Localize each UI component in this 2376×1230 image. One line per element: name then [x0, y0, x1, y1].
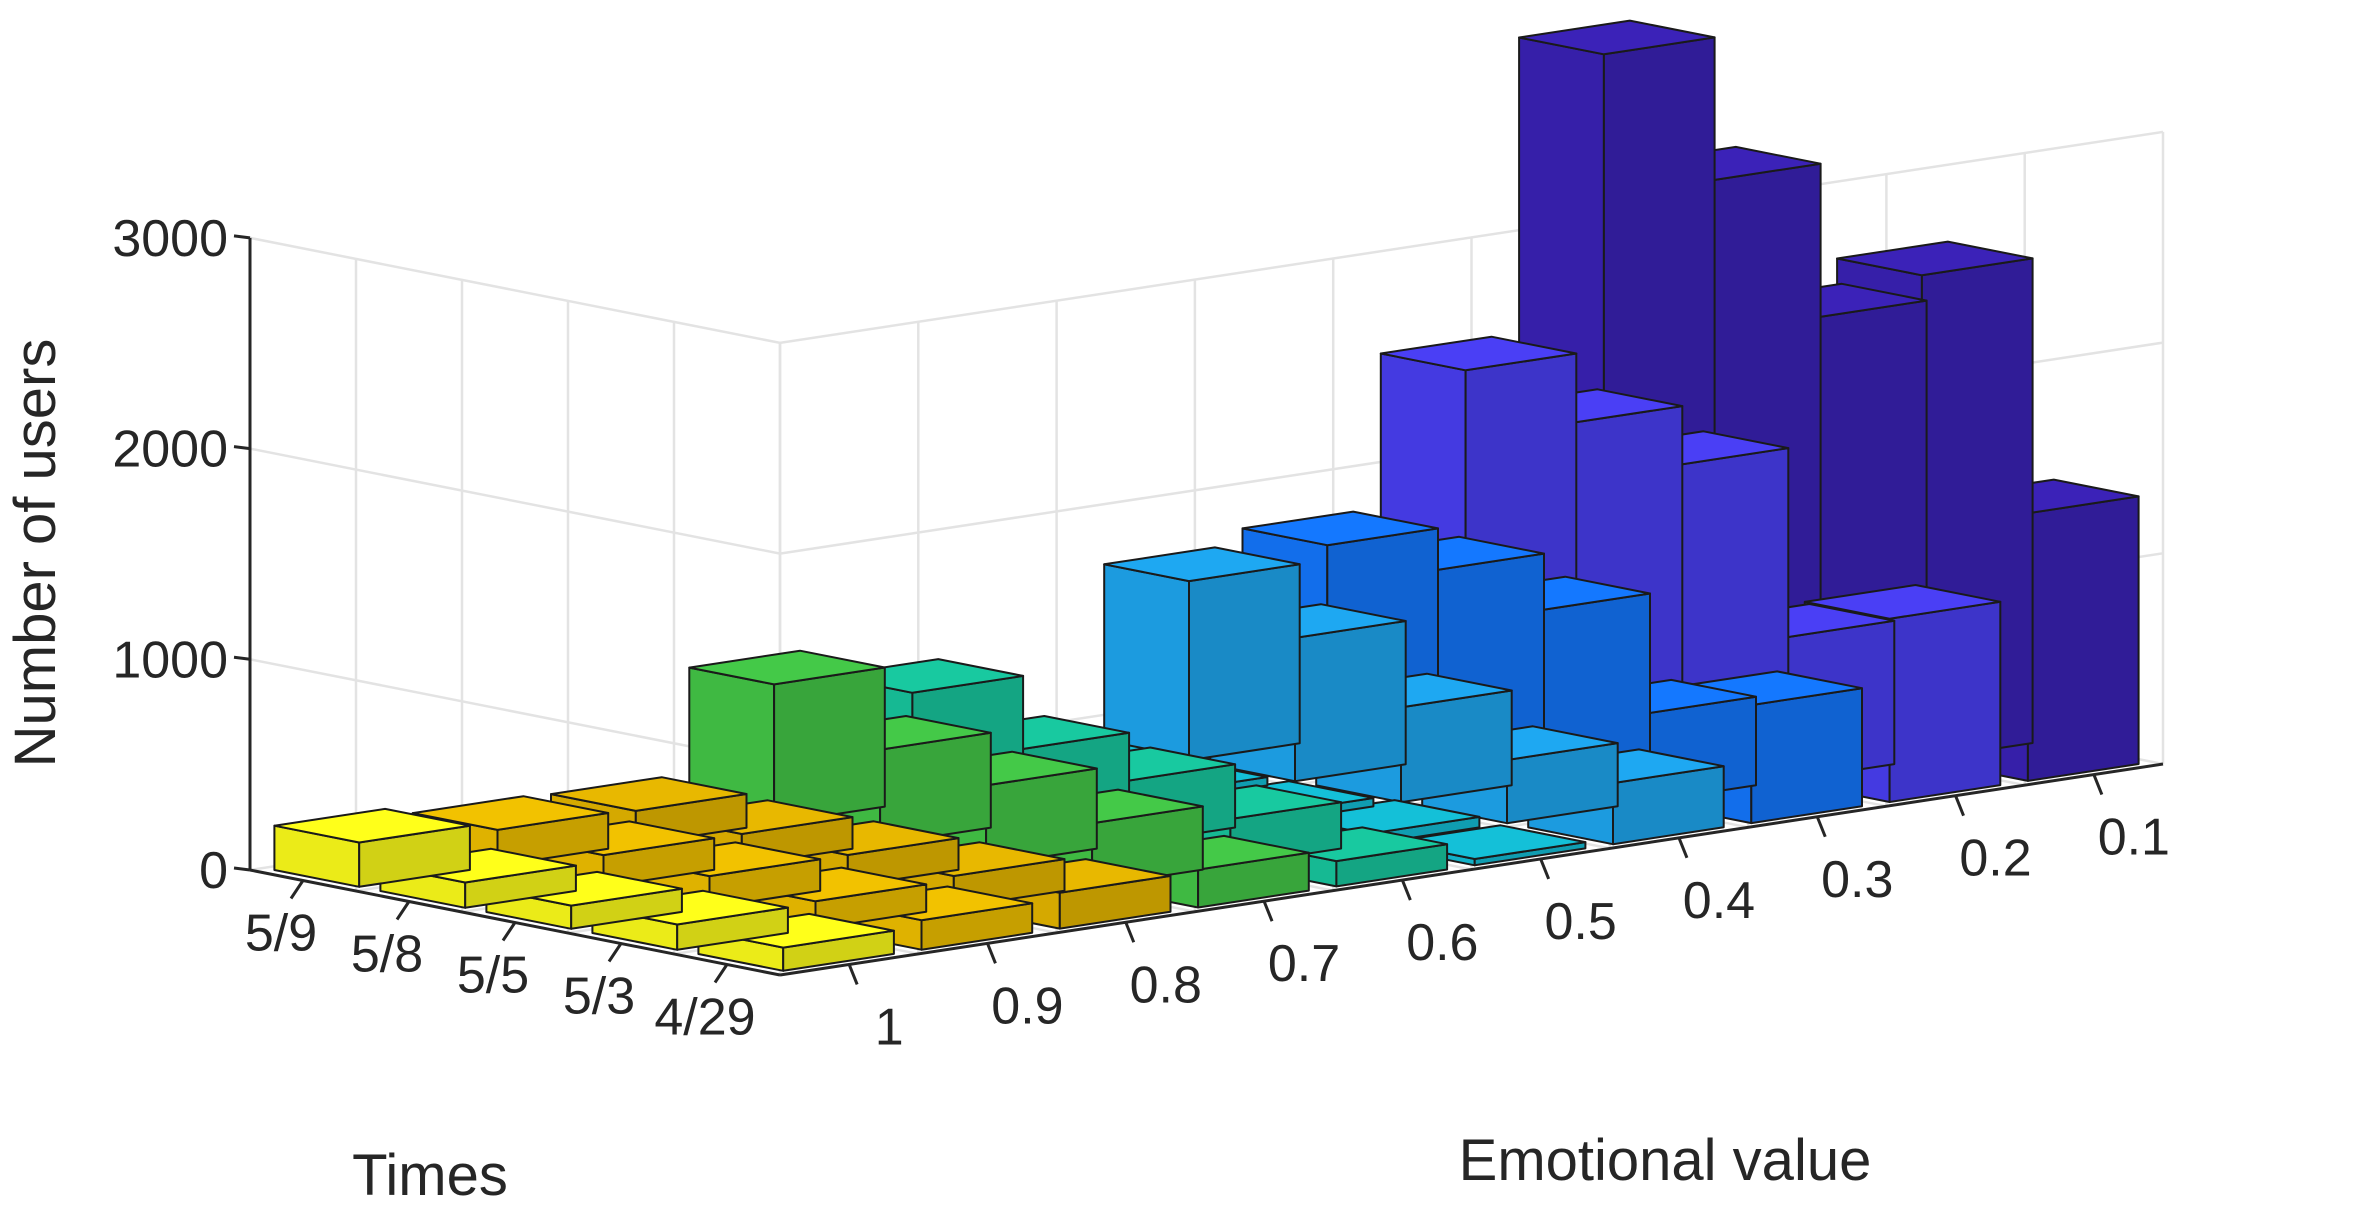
time-tick-label: 5/9 — [245, 905, 317, 963]
emotion-tick-label: 1 — [875, 998, 904, 1056]
z-tick-label: 2000 — [112, 421, 228, 479]
emotion-axis-line — [779, 762, 2164, 977]
time-tick — [607, 942, 623, 963]
emotion-tick — [1677, 837, 1689, 859]
bar-face-front — [1188, 563, 1301, 762]
bar — [273, 807, 471, 888]
time-tick — [713, 963, 729, 984]
emotion-tick — [1954, 795, 1965, 817]
emotion-tick-label: 0.9 — [991, 977, 1063, 1035]
bar-face-front — [1400, 689, 1513, 804]
x-axis-title: Emotional value — [1459, 1128, 1872, 1193]
emotion-tick — [847, 963, 859, 986]
z-tick-label: 0 — [199, 842, 228, 900]
z-tick — [233, 445, 251, 451]
bar — [1103, 546, 1301, 762]
emotion-tick — [2092, 773, 2104, 796]
emotion-tick-label: 0.5 — [1545, 893, 1617, 951]
time-tick-label: 4/29 — [654, 989, 755, 1047]
emotion-tick-label: 0.3 — [1821, 851, 1893, 909]
bar — [1421, 725, 1619, 825]
bar-face-top — [688, 649, 886, 686]
emotion-tick-label: 0.2 — [1959, 830, 2031, 888]
bar-face-front — [773, 666, 886, 825]
z-tick-label: 1000 — [112, 631, 228, 689]
z-axis-title: Number of users — [3, 339, 68, 768]
emotion-tick-label: 0.1 — [2098, 809, 2170, 867]
emotion-tick — [1400, 879, 1412, 901]
bar-face-top — [1518, 19, 1716, 56]
emotion-tick — [1539, 858, 1551, 880]
time-tick — [289, 879, 305, 900]
bar-face-front — [1294, 620, 1407, 783]
bar-face-front — [1750, 687, 1863, 825]
z-tick — [233, 866, 251, 872]
emotion-tick-label: 0.7 — [1268, 935, 1340, 993]
bar-face-top — [411, 795, 610, 831]
labels-layer: 0 1000 2000 3000 5/9 5/8 5/5 5/3 4/29 1 0.9 0.8 0.7 0… — [112, 210, 2170, 1057]
time-tick — [395, 900, 411, 921]
bar-face-front — [1888, 600, 2002, 803]
z-tick-label: 3000 — [112, 210, 228, 268]
emotion-tick-label: 0.6 — [1406, 914, 1478, 972]
emotion-tick — [1124, 921, 1136, 943]
bars-layer — [273, 19, 2140, 972]
bar-face-top — [1803, 584, 2002, 620]
time-tick-label: 5/5 — [457, 947, 529, 1005]
time-tick-label: 5/8 — [351, 926, 423, 984]
emotion-tick-label: 0.8 — [1130, 956, 1202, 1014]
emotion-tick-label: 0.4 — [1683, 872, 1755, 930]
time-tick-label: 5/3 — [563, 968, 635, 1026]
bar-face-top — [1379, 335, 1578, 372]
bar-face-top — [1103, 546, 1301, 583]
z-tick — [233, 655, 251, 661]
y-axis-title: Times — [352, 1143, 508, 1208]
emotion-tick — [986, 942, 997, 964]
time-tick — [501, 921, 517, 942]
bar-face-top — [1241, 510, 1439, 547]
emotion-tick — [1815, 816, 1827, 838]
bar — [688, 649, 886, 825]
bar-face-top — [273, 807, 471, 844]
emotion-tick — [1262, 900, 1274, 922]
bar-face-top — [1836, 240, 2034, 277]
axes-layer — [233, 234, 2164, 986]
z-tick — [233, 234, 251, 240]
bar-face-front — [2026, 495, 2140, 782]
bar-face-top — [550, 776, 748, 812]
